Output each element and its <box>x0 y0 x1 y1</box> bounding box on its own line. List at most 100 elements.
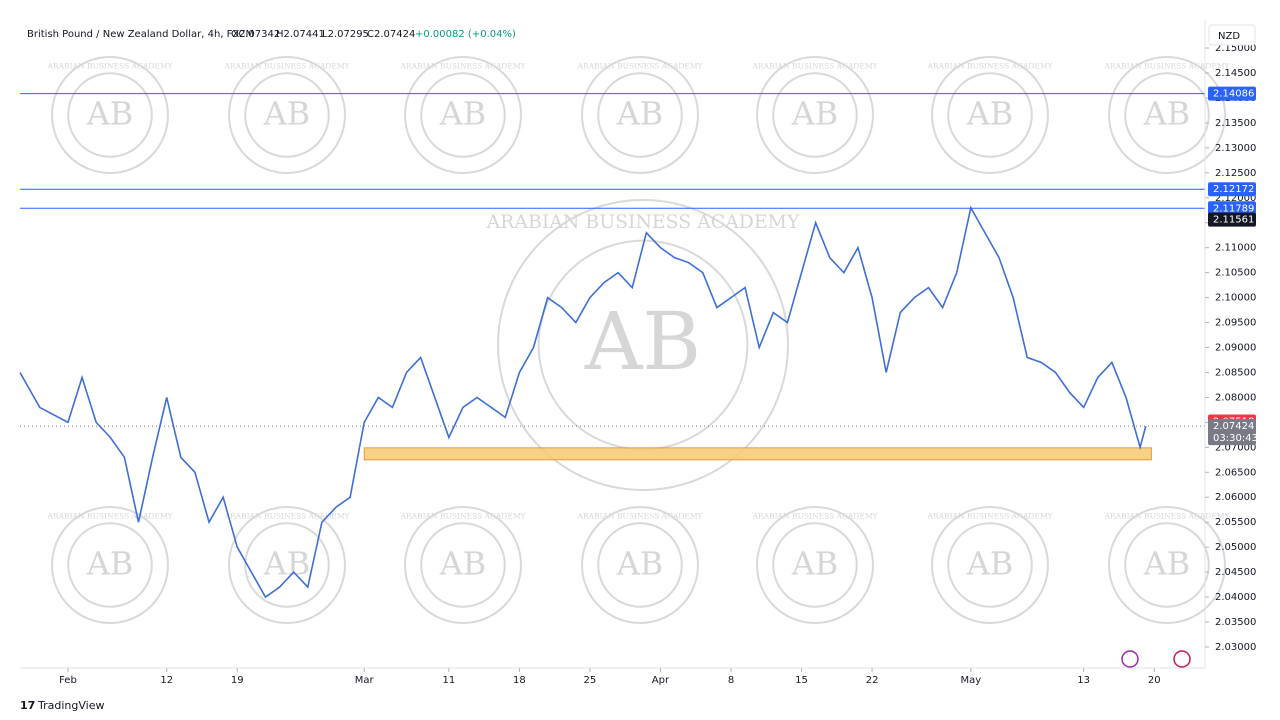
y-tick-label: 2.05500 <box>1215 517 1256 528</box>
watermark-ring <box>420 72 506 158</box>
footer-brand: TradingView <box>37 699 104 712</box>
watermark-ring-text: ARABIAN BUSINESS ACADEMY <box>1103 511 1230 520</box>
y-tick-label: 2.08500 <box>1215 367 1256 378</box>
price-line <box>19 205 1147 599</box>
level-tag <box>1208 182 1256 197</box>
watermark-ring-text: ARABIAN BUSINESS ACADEMY <box>751 61 878 70</box>
watermark-ring <box>947 522 1033 608</box>
watermark-ring-text: ARABIAN BUSINESS ACADEMY <box>576 61 703 70</box>
alert-icon[interactable] <box>1121 650 1139 668</box>
watermark-ring <box>772 522 858 608</box>
settings-icon[interactable] <box>1173 650 1191 668</box>
watermark-ring-text: ARABIAN BUSINESS ACADEMY <box>46 61 173 70</box>
axes: 2.03000 2.03500 2.04000 2.04500 2.05000 2.055… <box>59 43 1258 686</box>
watermark-letters: AB <box>1143 95 1190 133</box>
ohlc-open: O2.07342 <box>231 29 280 40</box>
watermark-ring <box>1108 506 1226 624</box>
y-tick-label: 2.04500 <box>1215 567 1256 578</box>
watermark-ring <box>1108 56 1226 174</box>
x-tick-label: 22 <box>866 675 879 686</box>
x-tick-label: 11 <box>442 675 455 686</box>
level-tag <box>1208 212 1256 227</box>
watermark-ring-text: ARABIAN BUSINESS ACADEMY <box>751 511 878 520</box>
watermark-letters: AB <box>791 545 838 583</box>
watermark-ring <box>497 199 789 491</box>
watermark-ring <box>931 506 1049 624</box>
y-tick-label: 2.04000 <box>1215 592 1256 603</box>
watermark-ring-text: ARABIAN BUSINESS ACADEMY <box>1103 61 1230 70</box>
watermark-ring <box>228 506 346 624</box>
watermark-ring-text: ARABIAN BUSINESS ACADEMY <box>576 511 703 520</box>
x-tick-label: Feb <box>59 675 77 686</box>
watermark-ring-text: ARABIAN BUSINESS ACADEMY <box>926 61 1053 70</box>
y-tick-label: 2.11000 <box>1215 243 1256 254</box>
watermark-ring <box>1124 522 1210 608</box>
level-label: 2.14086 <box>1213 89 1254 100</box>
x-tick-label: May <box>960 675 981 686</box>
y-tick-label: 2.14500 <box>1215 68 1256 79</box>
watermark-ring-text: ARABIAN BUSINESS ACADEMY <box>486 212 800 233</box>
plot <box>19 93 1205 599</box>
level-label: 2.11561 <box>1213 215 1254 226</box>
watermark-ring <box>597 522 683 608</box>
level-label: 2.11789 <box>1213 203 1254 214</box>
watermark-ring <box>581 56 699 174</box>
watermark-ring <box>1124 72 1210 158</box>
watermark-ring <box>228 56 346 174</box>
watermark-ring <box>947 72 1033 158</box>
watermark-letters: AB <box>263 95 310 133</box>
y-tick-label: 2.13000 <box>1215 143 1256 154</box>
y-tick-label: 2.09500 <box>1215 318 1256 329</box>
level-label: 2.12172 <box>1213 184 1254 195</box>
watermark-ring <box>756 506 874 624</box>
last-price-label: 2.07424 <box>1213 421 1254 432</box>
ohlc-close: C2.07424 <box>367 29 415 40</box>
watermark-letters: AB <box>791 95 838 133</box>
watermark-ring <box>244 522 330 608</box>
watermark-ring <box>756 56 874 174</box>
y-tick-label: 2.12500 <box>1215 168 1256 179</box>
watermark-letters: AB <box>1143 545 1190 583</box>
watermark-ring <box>404 56 522 174</box>
x-tick-label: 25 <box>584 675 597 686</box>
watermark-ring-text: ARABIAN BUSINESS ACADEMY <box>46 511 173 520</box>
watermark-ring <box>597 72 683 158</box>
watermark-ring <box>244 72 330 158</box>
ohlc-change: +0.00082 (+0.04%) <box>415 29 516 40</box>
x-tick-label: Apr <box>652 675 670 686</box>
watermarks: AB ARABIAN BUSINESS ACADEMY AB ARABIAN BUSI… <box>46 56 1231 624</box>
watermark-letters: AB <box>439 95 486 133</box>
watermark-ring <box>931 56 1049 174</box>
currency-label[interactable]: NZD <box>1218 31 1240 42</box>
watermark-letters: AB <box>86 545 133 583</box>
watermark-ring <box>67 72 153 158</box>
y-tick-label: 2.03500 <box>1215 617 1256 628</box>
level-tag <box>1208 201 1256 216</box>
y-tick-label: 2.03000 <box>1215 642 1256 653</box>
watermark-letters: AB <box>584 295 701 388</box>
y-tick-label: 2.12000 <box>1215 193 1256 204</box>
y-tick-label: 2.10000 <box>1215 293 1256 304</box>
x-tick-label: 8 <box>728 675 734 686</box>
currency-button[interactable] <box>1208 24 1256 46</box>
logo-mark: 𝟭𝟳 <box>20 699 35 712</box>
watermark-ring <box>581 506 699 624</box>
watermark-ring <box>420 522 506 608</box>
y-tick-label: 2.09000 <box>1215 343 1256 354</box>
level-tag <box>1208 86 1256 101</box>
watermark-ring <box>67 522 153 608</box>
watermark-ring-text: ARABIAN BUSINESS ACADEMY <box>223 61 350 70</box>
last-price-tag <box>1208 419 1256 446</box>
watermark-letters: AB <box>439 545 486 583</box>
x-tick-label: 19 <box>231 675 244 686</box>
x-tick-label: 12 <box>160 675 173 686</box>
watermark-ring-text: ARABIAN BUSINESS ACADEMY <box>223 511 350 520</box>
watermark-ring-text: ARABIAN BUSINESS ACADEMY <box>399 61 526 70</box>
y-tick-label: 2.15000 <box>1215 43 1256 54</box>
watermark-letters: AB <box>616 545 663 583</box>
watermark-ring <box>404 506 522 624</box>
watermark-ring-text: ARABIAN BUSINESS ACADEMY <box>399 511 526 520</box>
watermark-letters: AB <box>966 545 1013 583</box>
